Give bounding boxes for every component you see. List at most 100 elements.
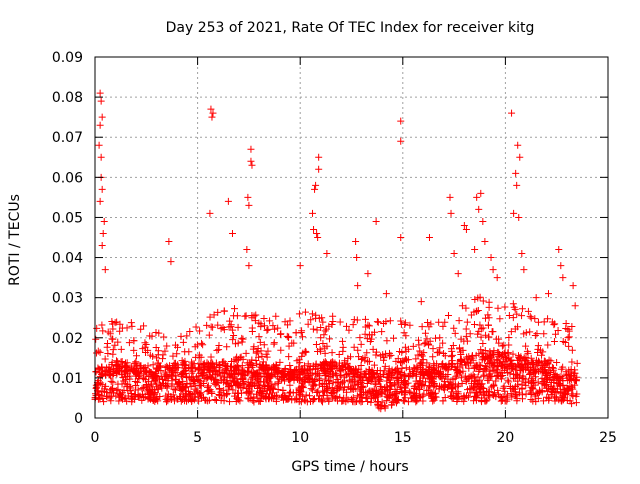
data-point [564, 334, 572, 342]
data-point [384, 387, 392, 395]
data-point [559, 337, 567, 345]
data-point [325, 377, 333, 385]
data-point [105, 370, 113, 378]
data-point [499, 358, 507, 366]
data-point [551, 397, 559, 405]
data-point [96, 197, 104, 205]
data-point [191, 364, 199, 372]
data-point [321, 375, 329, 383]
data-point [256, 398, 264, 406]
data-point [461, 358, 469, 366]
data-point [514, 323, 522, 331]
data-point [557, 262, 565, 270]
data-point [380, 402, 388, 410]
data-point [96, 89, 104, 97]
data-point [521, 375, 529, 383]
data-point [544, 315, 552, 323]
data-point [562, 320, 570, 328]
data-point [113, 357, 121, 365]
data-point [281, 318, 289, 326]
data-point [439, 322, 447, 330]
data-point [281, 367, 289, 375]
data-point [539, 397, 547, 405]
data-point [109, 335, 117, 343]
data-point [329, 364, 337, 372]
data-point [572, 392, 580, 400]
data-point [413, 372, 421, 380]
data-point [551, 320, 559, 328]
data-point [425, 340, 433, 348]
data-point [363, 349, 371, 357]
data-point [467, 380, 475, 388]
data-point [499, 384, 507, 392]
data-point [490, 381, 498, 389]
data-point [286, 362, 294, 370]
x-tick-label: 20 [496, 430, 514, 446]
data-point [308, 310, 316, 318]
data-point [466, 385, 474, 393]
data-point [559, 274, 567, 282]
data-point [107, 377, 115, 385]
data-point [277, 330, 285, 338]
data-point [196, 389, 204, 397]
data-point [137, 325, 145, 333]
data-point [329, 312, 337, 320]
data-point [230, 377, 238, 385]
x-tick-label: 0 [91, 430, 100, 446]
data-point [402, 364, 410, 372]
data-point [470, 393, 478, 401]
data-point [218, 358, 226, 366]
data-point [100, 217, 108, 225]
data-point [211, 396, 219, 404]
data-point [509, 300, 517, 308]
data-point [499, 392, 507, 400]
data-point [109, 320, 117, 328]
data-point [378, 398, 386, 406]
data-point [427, 373, 435, 381]
data-point [274, 324, 282, 332]
data-point [494, 304, 502, 312]
data-point [495, 339, 503, 347]
data-point [104, 328, 112, 336]
data-point [499, 371, 507, 379]
data-point [370, 361, 378, 369]
data-point [472, 377, 480, 385]
data-point [432, 393, 440, 401]
data-point [163, 373, 171, 381]
data-point [200, 361, 208, 369]
data-point [542, 384, 550, 392]
x-tick-label: 15 [394, 430, 412, 446]
data-point [126, 367, 134, 375]
data-point [440, 350, 448, 358]
data-point [455, 317, 463, 325]
y-tick-label: 0.01 [52, 371, 83, 387]
data-point [261, 365, 269, 373]
data-point [198, 369, 206, 377]
data-point [97, 153, 105, 161]
data-point [463, 318, 471, 326]
data-point [254, 345, 262, 353]
data-point [530, 368, 538, 376]
data-point [512, 169, 520, 177]
data-point [317, 334, 325, 342]
data-point [361, 353, 369, 361]
data-point [426, 383, 434, 391]
data-point [313, 326, 321, 334]
data-point [173, 350, 181, 358]
data-point [301, 348, 309, 356]
data-point [297, 329, 305, 337]
data-point [306, 392, 314, 400]
data-point [538, 351, 546, 359]
data-point [154, 347, 162, 355]
data-point [410, 364, 418, 372]
data-point [487, 360, 495, 368]
data-point [534, 394, 542, 402]
data-point [98, 321, 106, 329]
data-point [203, 321, 211, 329]
data-point [470, 364, 478, 372]
data-point [357, 355, 365, 363]
data-point [477, 333, 485, 341]
data-point [458, 358, 466, 366]
data-point [315, 165, 323, 173]
data-point [239, 366, 247, 374]
